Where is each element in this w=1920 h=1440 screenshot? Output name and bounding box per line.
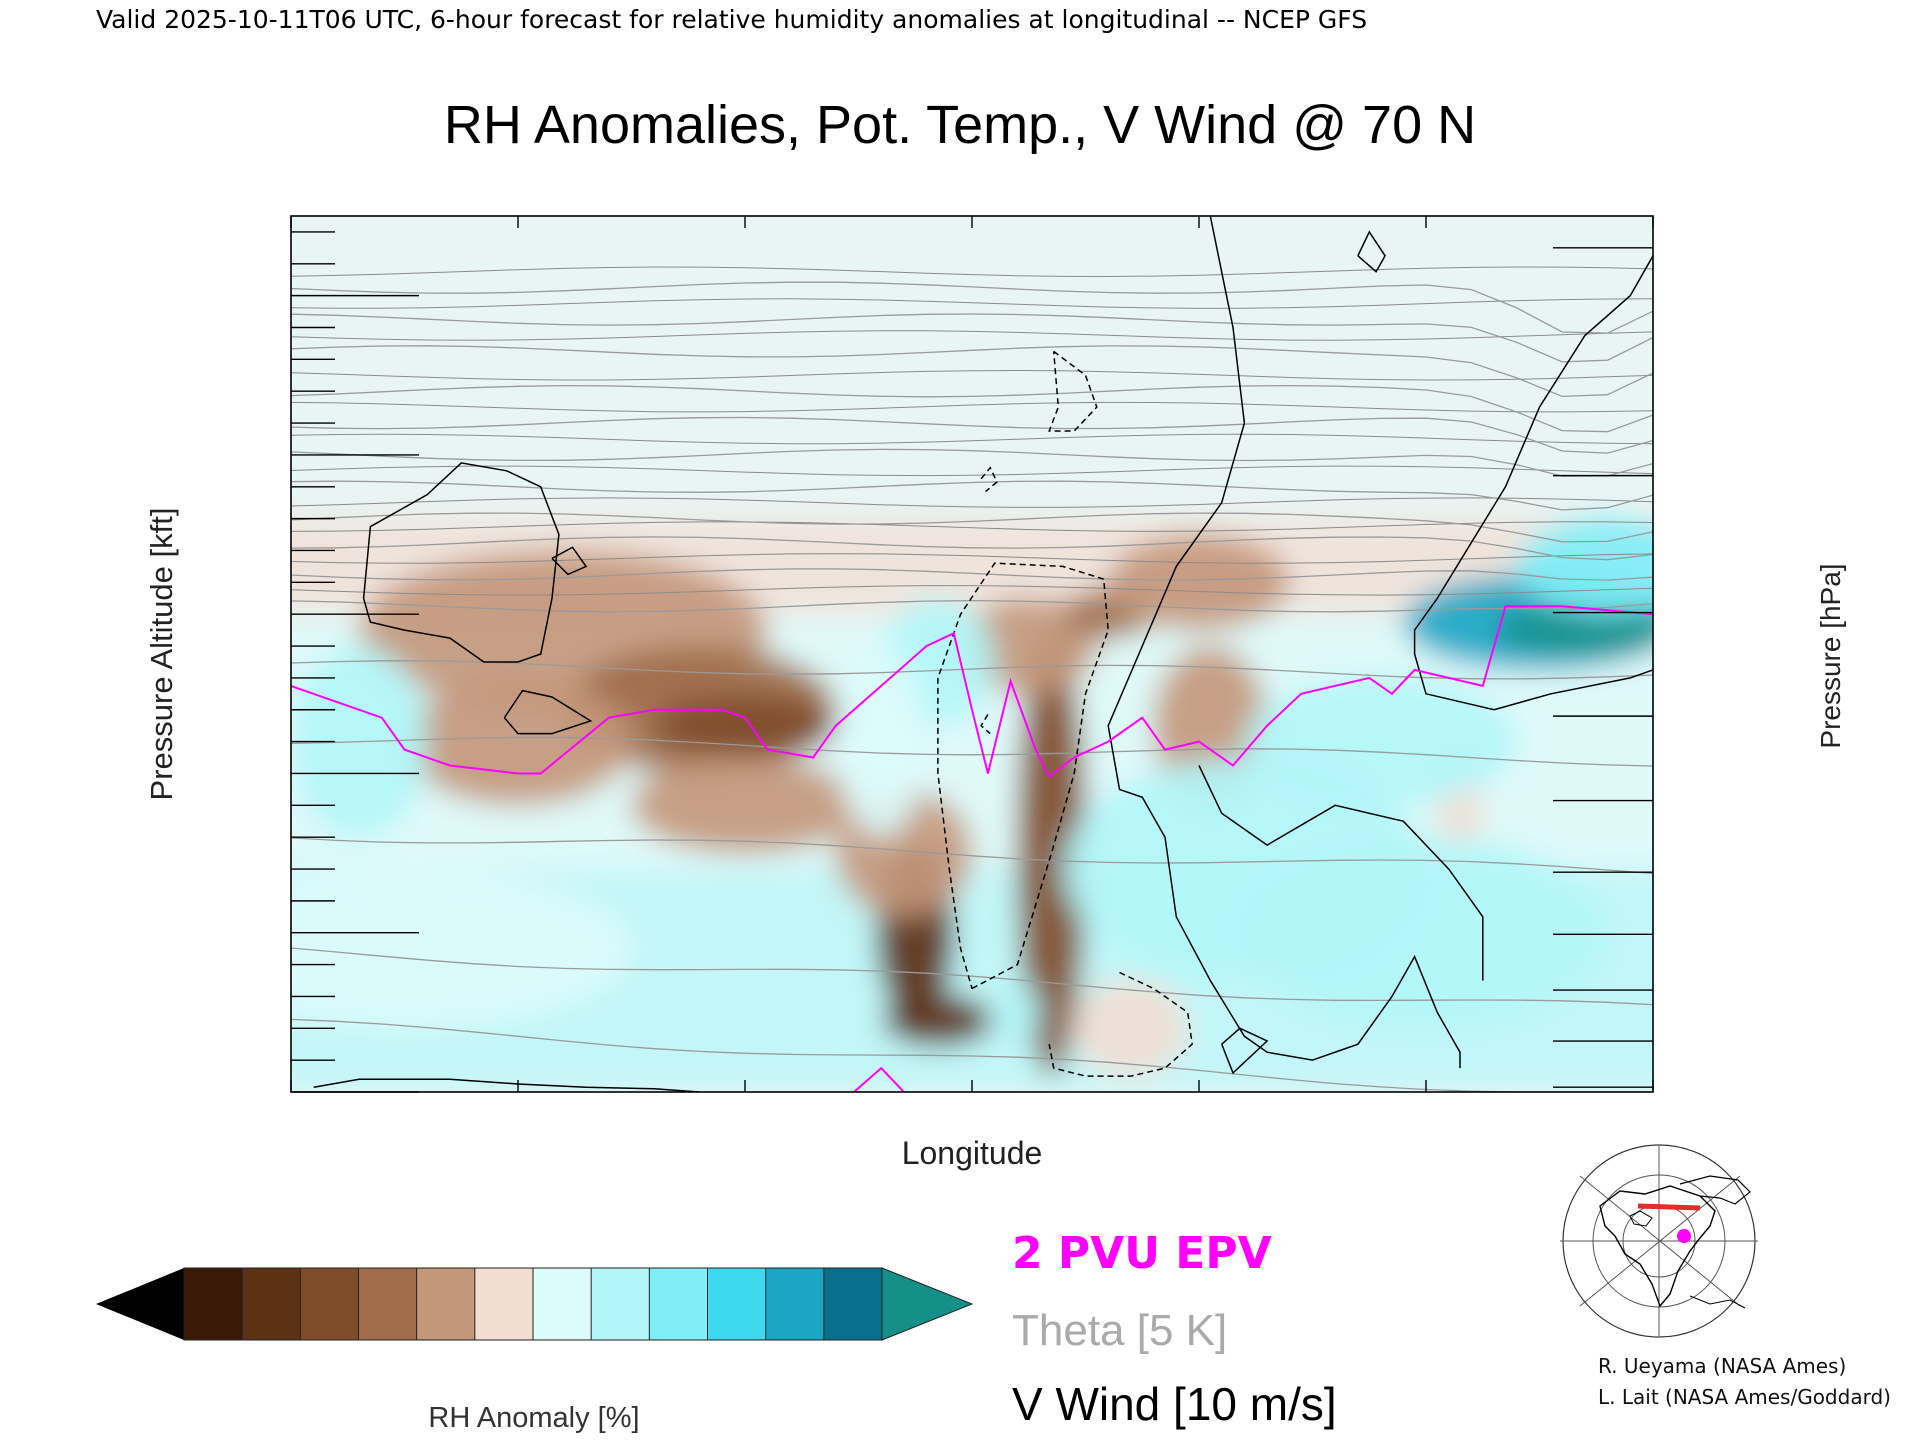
rh-blob [1494, 606, 1653, 654]
v-wind-contour [937, 562, 1109, 990]
theta-contours [291, 266, 1653, 1092]
credit-line-1: R. Ueyama (NASA Ames) [1598, 1354, 1846, 1378]
rh-blob [1244, 837, 1608, 1029]
v-wind-contour [1048, 971, 1193, 1077]
rh-blob [1017, 630, 1086, 1077]
theta-line-390 [291, 384, 1653, 433]
colorbar-high-arrow [881, 1267, 974, 1341]
theta-line-280 [291, 947, 1653, 1006]
colorbar [96, 1267, 974, 1341]
colorbar-swatch [648, 1267, 709, 1341]
v-wind-contour [1357, 230, 1386, 273]
rh-blob [631, 757, 859, 854]
rh-blob [994, 980, 1041, 1045]
v-wind-contour [980, 466, 998, 493]
y-axis-label-right: Pressure [hPa] [1815, 563, 1846, 748]
rh-blob [1108, 534, 1290, 631]
rh-blob [404, 677, 632, 806]
v-wind-contour [551, 546, 588, 576]
theta-line-370 [291, 448, 1653, 477]
legend-theta: Theta [5 K] [1012, 1306, 1227, 1355]
colorbar-swatch [241, 1267, 302, 1341]
theta-line-minor [291, 401, 1653, 413]
theta-line-380 [291, 416, 1653, 454]
rh-blob [654, 693, 836, 758]
y-axis-label-left: Pressure Altitude [kft] [144, 508, 179, 801]
legend-epv: 2 PVU EPV [1012, 1228, 1272, 1279]
theta-line-minor [291, 298, 1653, 309]
v-wind-contour [362, 462, 560, 663]
colorbar-label: RH Anomaly [%] [428, 1402, 639, 1434]
rh-blob [1516, 518, 1653, 615]
colorbar-swatch [299, 1267, 360, 1341]
colorbar-swatch [358, 1267, 418, 1341]
theta-line-410 [291, 313, 1653, 363]
theta-line-330 [291, 568, 1653, 581]
v-wind-contours [313, 216, 1653, 1092]
epv-2pvu-line [291, 605, 1653, 1092]
colorbar-swatch [823, 1267, 883, 1341]
theta-line-minor [291, 585, 1653, 596]
rh-blob [960, 598, 1097, 694]
colorbar-low-arrow [96, 1268, 184, 1340]
colorbar-swatch [707, 1267, 767, 1341]
colorbar-swatch [765, 1267, 825, 1341]
theta-line-350 [291, 512, 1653, 543]
v-wind-contour [1198, 765, 1484, 981]
colorbar-swatch [474, 1267, 535, 1341]
colorbar-swatch [532, 1267, 593, 1341]
v-wind-contour [1107, 216, 1461, 1069]
colorbar-swatch [416, 1267, 476, 1341]
plot-axes [290, 215, 1654, 1093]
legend-v-wind: V Wind [10 m/s] [1012, 1378, 1337, 1430]
theta-line-290 [291, 837, 1653, 875]
rh-blob [1074, 980, 1188, 1077]
rh-anomaly-field [291, 518, 1653, 1092]
theta-line-minor [291, 497, 1653, 508]
theta-line-340 [291, 536, 1653, 561]
theta-line-minor [291, 330, 1653, 341]
v-wind-contour [503, 689, 593, 735]
locator-map [1560, 1144, 1758, 1338]
chart-title: RH Anomalies, Pot. Temp., V Wind @ 70 N [444, 95, 1476, 155]
epv-line [291, 605, 1653, 779]
valid-line: Valid 2025-10-11T06 UTC, 6-hour forecast… [96, 5, 1367, 34]
theta-line-minor [291, 465, 1653, 477]
v-wind-contour [1221, 1027, 1269, 1075]
colorbar-swatch [590, 1267, 651, 1341]
theta-line-minor [291, 433, 1653, 445]
rh-blob [883, 994, 993, 1046]
theta-line-300 [291, 736, 1653, 767]
theta-line-420 [291, 281, 1653, 334]
theta-line-minor [291, 369, 1653, 381]
x-axis-label: Longitude [902, 1135, 1043, 1171]
theta-line-270 [291, 1018, 1631, 1092]
theta-line-400 [291, 345, 1653, 398]
theta-line-320 [291, 599, 1653, 613]
v-wind-contour [1413, 255, 1653, 711]
theta-line-360 [291, 480, 1653, 511]
rh-blob [291, 869, 632, 1029]
colorbar-swatch [183, 1267, 244, 1341]
v-wind-contour [980, 714, 991, 735]
credit-line-2: L. Lait (NASA Ames/Goddard) [1598, 1385, 1891, 1409]
epv-line-surface [853, 1066, 905, 1092]
theta-line-minor [291, 266, 1653, 278]
theta-line-minor [291, 553, 1653, 564]
rh-blob [835, 646, 927, 838]
